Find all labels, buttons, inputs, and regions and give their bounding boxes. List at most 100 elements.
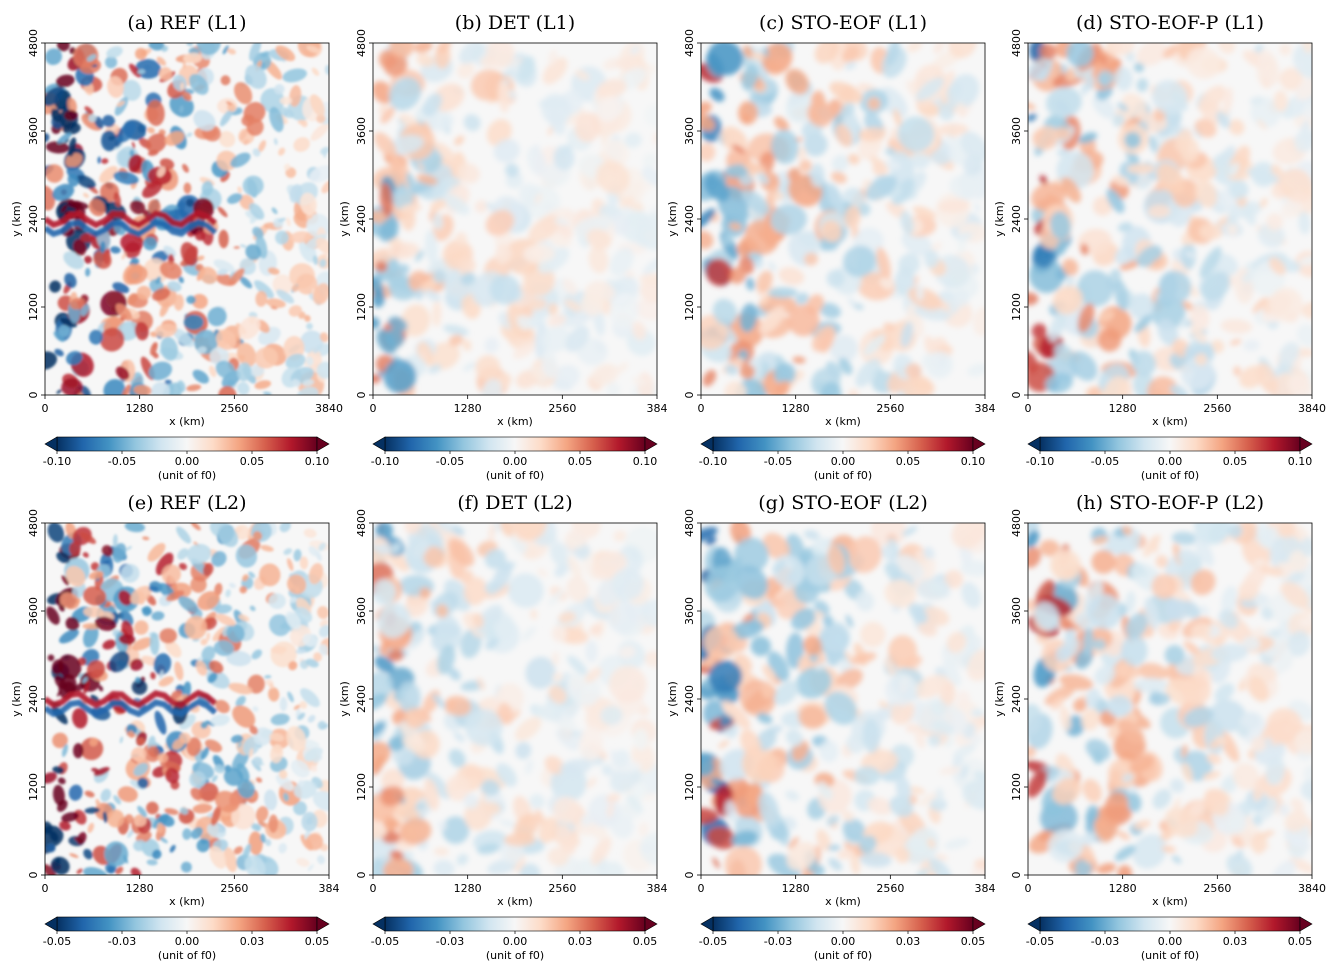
x-tick-label: 3840 — [315, 402, 343, 415]
y-tick-label: 3600 — [683, 117, 696, 145]
x-tick-label: 384 — [975, 402, 996, 415]
colorbar-tick-label: -0.03 — [1091, 935, 1119, 948]
colorbar-min-extend — [1027, 436, 1041, 452]
y-tick-label: 3600 — [355, 117, 368, 145]
colorbar: -0.10 -0.05 0.00 0.05 0.10 (unit of f0) — [43, 436, 330, 482]
colorbar-tick-label: 0.10 — [961, 455, 986, 468]
x-tick-label: 0 — [42, 402, 49, 415]
panel-e: (e) REF (L2) 0 1280 2560 384 x (km) 0 1200 2400 3… — [10, 492, 340, 962]
y-axis-label: y (km) — [338, 201, 351, 237]
y-tick-label: 0 — [355, 872, 368, 879]
colorbar-tick-label: 0.10 — [1288, 455, 1313, 468]
y-axis-label: y (km) — [993, 681, 1006, 717]
y-tick-label: 1200 — [27, 293, 40, 321]
colorbar-label: (unit of f0) — [158, 469, 216, 482]
y-tick-label: 2400 — [1010, 685, 1023, 713]
x-axis-label: x (km) — [169, 895, 205, 908]
colorbar: -0.05 -0.03 0.00 0.03 0.05 (unit of f0) — [43, 916, 330, 962]
colorbar-tick-label: 0.03 — [896, 935, 921, 948]
x-tick-label: 1280 — [782, 402, 810, 415]
y-tick-label: 4800 — [683, 509, 696, 537]
x-tick-label: 0 — [1025, 882, 1032, 895]
colorbar-min-extend — [700, 436, 714, 452]
colorbar-tick-label: 0.03 — [1223, 935, 1248, 948]
colorbar-tick-label: 0.05 — [568, 455, 593, 468]
y-tick-label: 0 — [683, 392, 696, 399]
y-tick-label: 0 — [1010, 872, 1023, 879]
colorbar-tick-label: 0.00 — [831, 455, 856, 468]
colorbar-tick-label: -0.10 — [371, 455, 399, 468]
panel-title-text: DET (L2) — [485, 492, 572, 514]
panel-b: (b) DET (L1) 0 1280 2560 384 x (km) 0 1200 2400 3… — [338, 12, 668, 482]
colorbar: -0.10 -0.05 0.00 0.05 0.10 (unit of f0) — [1026, 436, 1313, 482]
x-axis-label: x (km) — [825, 415, 861, 428]
colorbar-max-extend — [316, 436, 330, 452]
panel-title-text: STO-EOF-P (L1) — [1109, 12, 1264, 34]
panel-title: (h) STO-EOF-P (L2) — [1076, 492, 1264, 514]
colorbar-max-extend — [1299, 436, 1313, 452]
y-tick-label: 3600 — [27, 597, 40, 625]
x-tick-label: 2560 — [548, 882, 576, 895]
panel-title: (d) STO-EOF-P (L1) — [1076, 12, 1264, 34]
colorbar: -0.05 -0.03 0.00 0.03 0.05 (unit of f0) — [371, 916, 658, 962]
panel-title-text: STO-EOF (L2) — [791, 492, 928, 514]
x-tick-label: 1280 — [454, 882, 482, 895]
panel-title: (f) DET (L2) — [457, 492, 572, 514]
x-tick-label: 1280 — [1109, 882, 1137, 895]
x-tick-label: 2560 — [876, 882, 904, 895]
x-tick-label: 1280 — [126, 402, 154, 415]
x-tick-label: 0 — [370, 402, 377, 415]
colorbar-tick-label: 0.00 — [175, 455, 200, 468]
x-tick-label: 384 — [319, 882, 340, 895]
colorbar-tick-label: 0.05 — [1223, 455, 1248, 468]
x-tick-label: 1280 — [454, 402, 482, 415]
colorbar-label: (unit of f0) — [158, 949, 216, 962]
colorbar-max-extend — [644, 916, 658, 932]
x-axis-label: x (km) — [497, 895, 533, 908]
x-tick-label: 384 — [647, 402, 668, 415]
colorbar-tick-label: -0.05 — [1026, 935, 1054, 948]
y-axis-label: y (km) — [10, 681, 23, 717]
y-axis-label: y (km) — [666, 681, 679, 717]
y-tick-label: 4800 — [355, 29, 368, 57]
y-tick-label: 1200 — [1010, 293, 1023, 321]
colorbar-tick-label: -0.03 — [108, 935, 136, 948]
x-tick-label: 3840 — [1298, 402, 1326, 415]
colorbar-tick-label: 0.03 — [568, 935, 593, 948]
y-axis-label: y (km) — [993, 201, 1006, 237]
colorbar-tick-label: -0.05 — [371, 935, 399, 948]
x-tick-label: 384 — [647, 882, 668, 895]
x-tick-label: 0 — [370, 882, 377, 895]
y-tick-label: 0 — [27, 392, 40, 399]
y-axis-label: y (km) — [10, 201, 23, 237]
y-tick-label: 0 — [27, 872, 40, 879]
x-tick-label: 0 — [1025, 402, 1032, 415]
x-tick-label: 1280 — [782, 882, 810, 895]
colorbar-max-extend — [644, 436, 658, 452]
colorbar-tick-label: 0.05 — [240, 455, 265, 468]
x-tick-label: 0 — [698, 402, 705, 415]
colorbar-max-extend — [972, 436, 986, 452]
colorbar-tick-label: 0.10 — [305, 455, 330, 468]
x-tick-label: 2560 — [548, 402, 576, 415]
colorbar-min-extend — [372, 916, 386, 932]
panel-g: (g) STO-EOF (L2) 0 1280 2560 384 x (km) 0 1200 2… — [666, 492, 996, 962]
x-axis-label: x (km) — [497, 415, 533, 428]
colorbar-tick-label: -0.10 — [1026, 455, 1054, 468]
colorbar-tick-label: 0.00 — [831, 935, 856, 948]
colorbar-label: (unit of f0) — [814, 949, 872, 962]
colorbar-tick-label: 0.03 — [240, 935, 265, 948]
y-tick-label: 0 — [683, 872, 696, 879]
y-tick-label: 2400 — [1010, 205, 1023, 233]
y-tick-label: 2400 — [355, 205, 368, 233]
panel-title: (e) REF (L2) — [127, 492, 246, 514]
y-tick-label: 2400 — [683, 205, 696, 233]
panel-title: (a) REF (L1) — [127, 12, 246, 34]
colorbar-tick-label: -0.10 — [43, 455, 71, 468]
panel-c: (c) STO-EOF (L1) 0 1280 2560 384 x (km) 0 1200 2… — [666, 12, 996, 482]
colorbar-tick-label: -0.05 — [764, 455, 792, 468]
panel-title: (c) STO-EOF (L1) — [759, 12, 927, 34]
colorbar-tick-label: -0.05 — [108, 455, 136, 468]
colorbar-label: (unit of f0) — [486, 469, 544, 482]
